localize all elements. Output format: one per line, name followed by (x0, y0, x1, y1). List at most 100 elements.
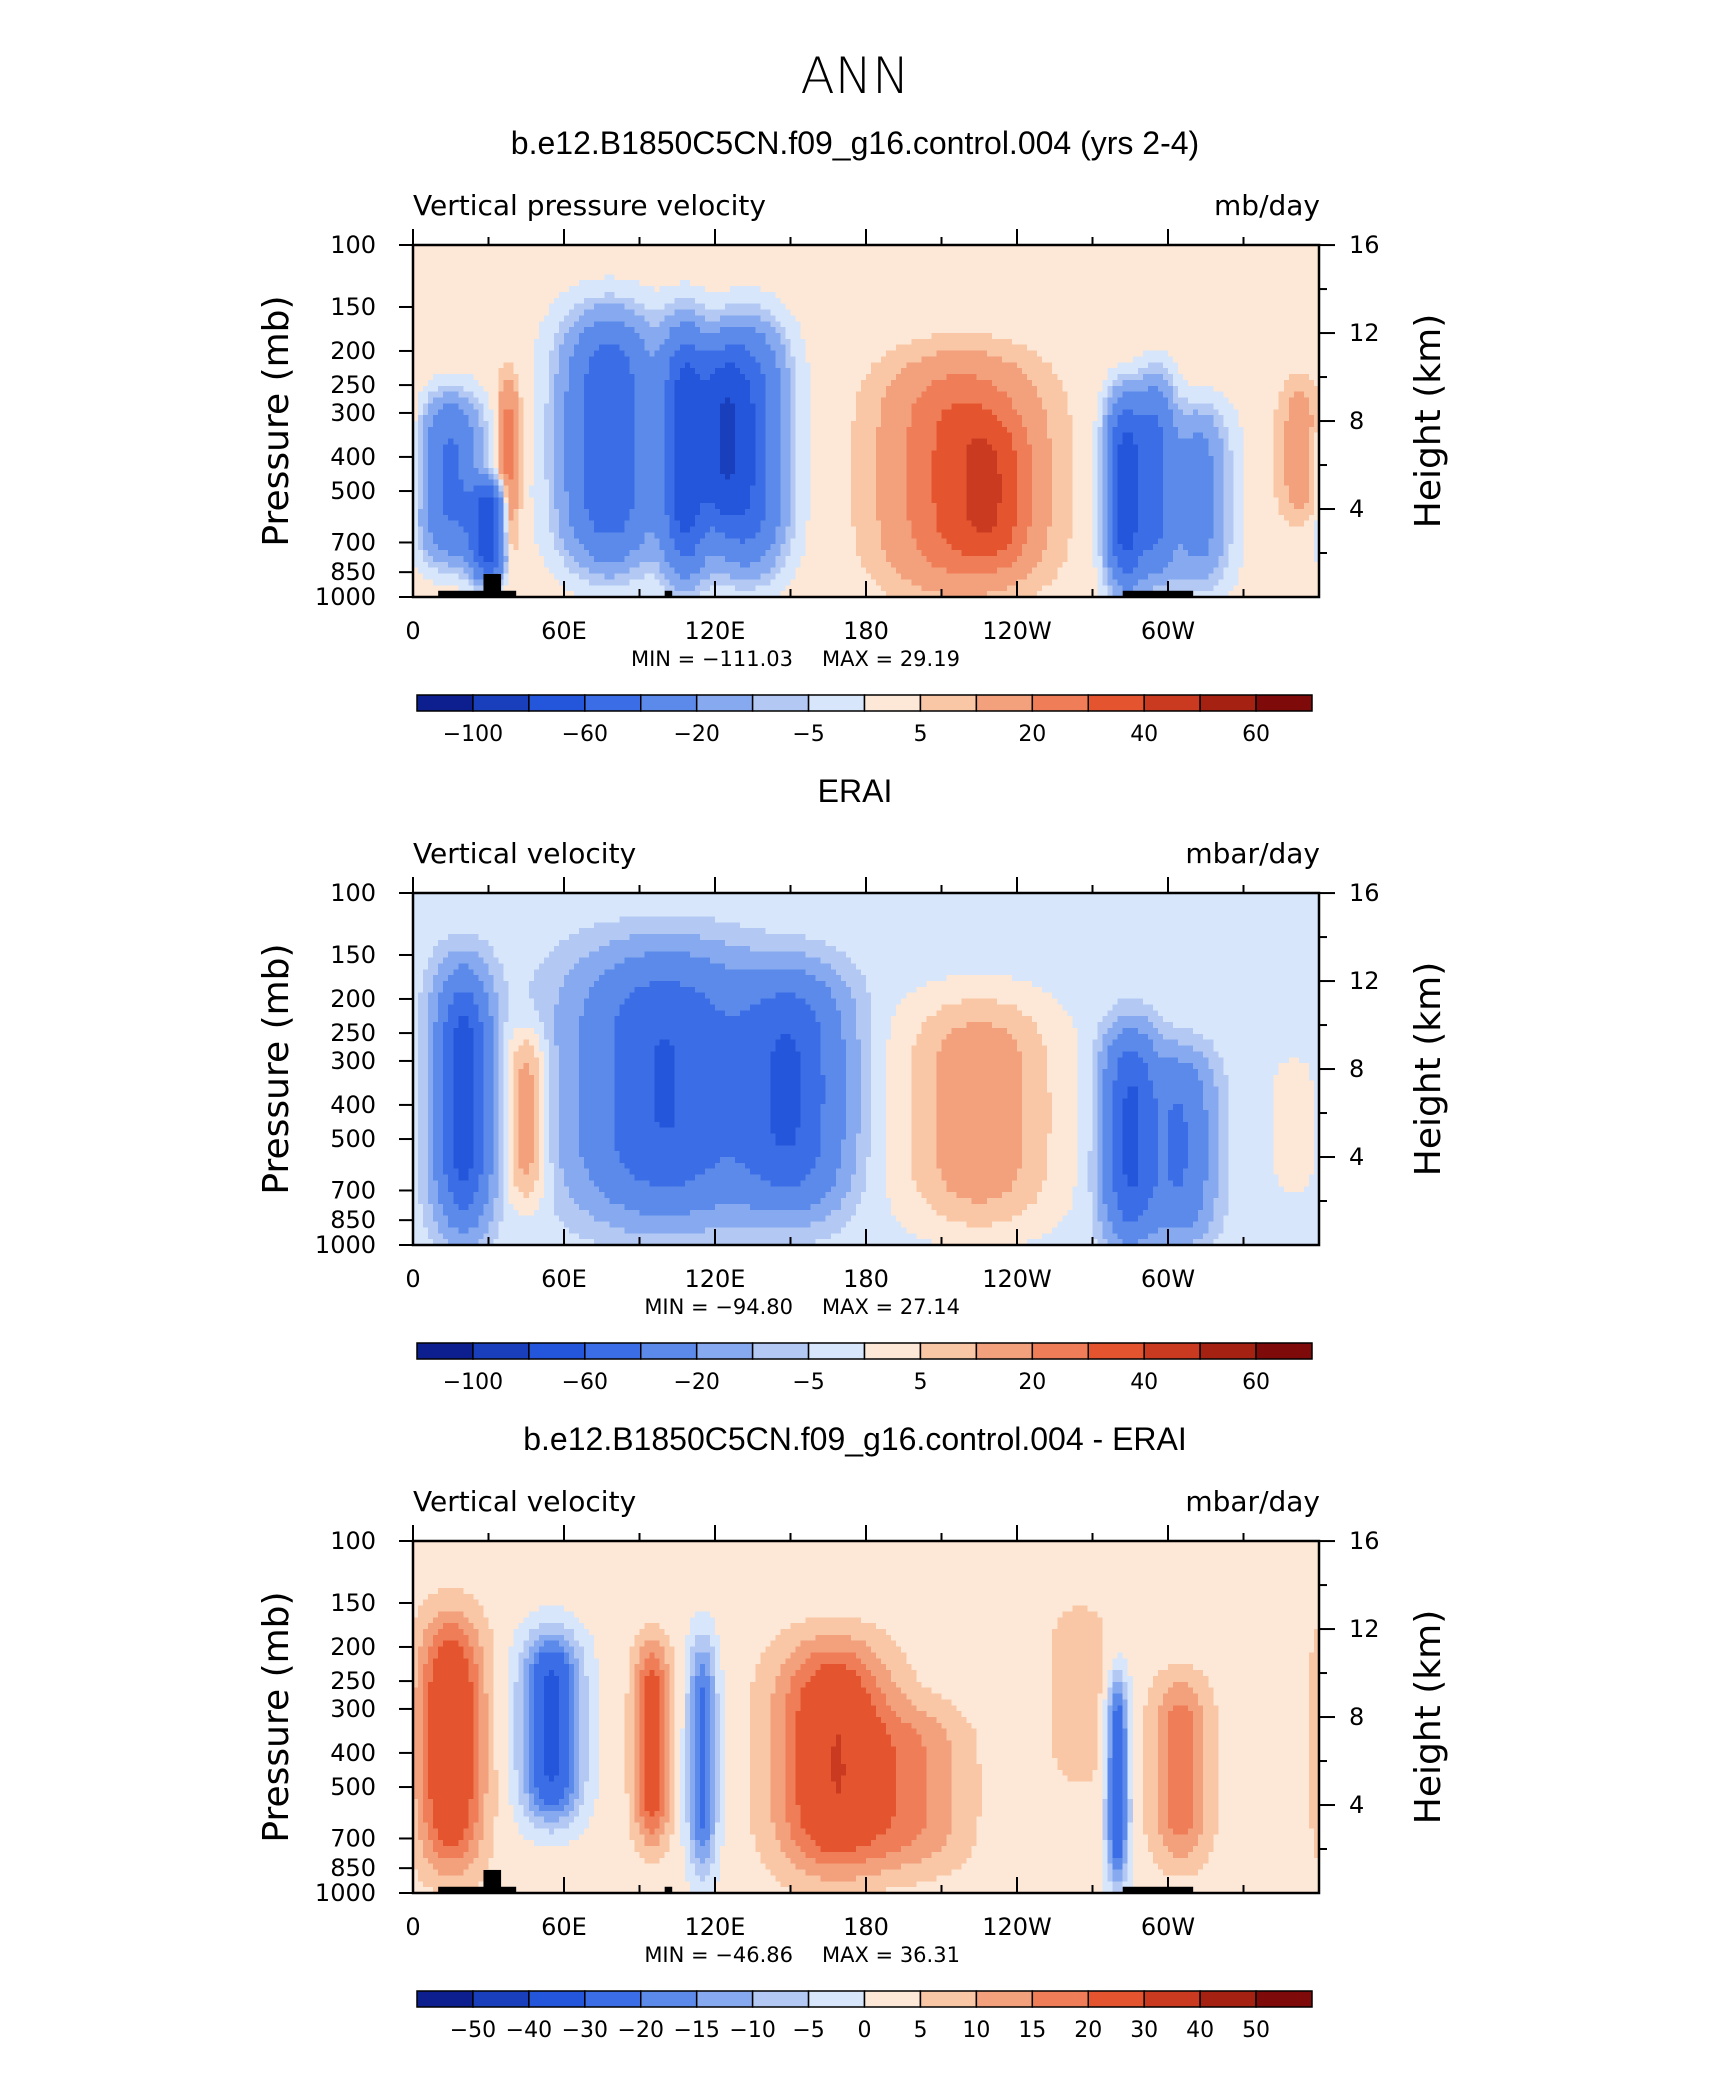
contour-cell (1208, 1057, 1224, 1064)
contour-cell (1137, 1174, 1159, 1182)
contour-cell (558, 514, 570, 522)
contour-cell (1313, 1139, 1320, 1146)
contour-cell (855, 1162, 867, 1170)
panel-title: ERAI (818, 773, 893, 809)
contour-cell (1107, 1010, 1159, 1017)
contour-cell (780, 473, 792, 481)
contour-cell (906, 497, 933, 504)
contour-cell (936, 503, 968, 510)
contour-cell (1168, 397, 1174, 404)
contour-cell (785, 538, 792, 545)
contour-cell (679, 344, 696, 352)
contour-cell (1011, 1215, 1063, 1223)
contour-cell (931, 456, 968, 463)
contour-cell (508, 1004, 535, 1011)
contour-cell (528, 1687, 535, 1695)
contour-cell (1067, 409, 1099, 416)
contour-cell (579, 1098, 615, 1105)
contour-cell (1293, 391, 1305, 399)
contour-cell (1278, 1063, 1310, 1070)
contour-cell (413, 286, 570, 293)
contour-cell (780, 514, 792, 522)
contour-cell (513, 1180, 535, 1187)
contour-cell (689, 1740, 696, 1747)
contour-cell (428, 998, 439, 1006)
contour-cell (1173, 356, 1320, 363)
contour-cell (543, 1133, 550, 1140)
contour-cell (845, 1110, 862, 1117)
colorbar-label: −20 (673, 722, 719, 747)
contour-cell (669, 1705, 676, 1712)
contour-cell (458, 520, 480, 528)
contour-cell (755, 421, 766, 428)
contour-cell (433, 1658, 469, 1665)
contour-cell (659, 1705, 666, 1712)
contour-cell (533, 1658, 540, 1665)
contour-cell (1107, 1687, 1114, 1695)
contour-cell (423, 1640, 434, 1648)
contour-cell (428, 1069, 434, 1076)
contour-cell (533, 1693, 545, 1700)
contour-cell (478, 1186, 490, 1193)
contour-cell (916, 1186, 948, 1193)
contour-cell (679, 520, 696, 528)
contour-cell (423, 426, 429, 434)
contour-cell (1097, 1133, 1104, 1140)
contour-cell (1162, 432, 1179, 440)
contour-cell (518, 520, 535, 528)
contour-cell (1288, 497, 1310, 504)
contour-cell (750, 1687, 776, 1695)
contour-cell (820, 1121, 847, 1129)
contour-cell (513, 1127, 520, 1135)
contour-cell (810, 503, 852, 510)
contour-cell (468, 1634, 480, 1642)
contour-cell (614, 1051, 656, 1058)
contour-cell (951, 403, 983, 410)
contour-cell (473, 1051, 485, 1058)
contour-cell (498, 379, 505, 387)
contour-cell (845, 1051, 862, 1058)
contour-cell (634, 1717, 641, 1724)
contour-cell (704, 1664, 711, 1671)
contour-cell (871, 1074, 887, 1082)
contour-cell (931, 379, 993, 387)
contour-cell (473, 1115, 485, 1123)
contour-cell (1228, 1145, 1275, 1152)
contour-cell (498, 1045, 505, 1052)
contour-cell (1243, 555, 1315, 563)
contour-cell (720, 456, 736, 463)
contour-cell (694, 550, 766, 557)
contour-cell (493, 432, 500, 440)
contour-cell (1032, 473, 1053, 481)
contour-cell (493, 485, 500, 492)
contour-cell (413, 898, 1320, 906)
contour-cell (413, 1670, 419, 1677)
contour-cell (1223, 391, 1280, 399)
contour-cell (543, 1121, 550, 1129)
contour-cell (433, 1074, 444, 1082)
contour-cell (1278, 1174, 1310, 1182)
contour-cell (845, 1133, 857, 1140)
contour-cell (579, 1045, 615, 1052)
contour-cell (1273, 1162, 1315, 1170)
contour-cell (664, 485, 676, 492)
contour-cell (815, 1634, 852, 1642)
contour-cell (941, 532, 1013, 539)
contour-cell (508, 473, 515, 481)
contour-cell (926, 385, 998, 393)
contour-cell (1112, 1734, 1124, 1742)
contour-cell (1218, 1098, 1229, 1105)
contour-cell (579, 1086, 615, 1094)
contour-cell (493, 1057, 500, 1064)
contour-cell (936, 1080, 1023, 1088)
contour-cell (1278, 1069, 1310, 1076)
contour-cell (855, 532, 882, 539)
contour-cell (684, 1675, 691, 1683)
contour-cell (543, 421, 555, 428)
contour-cell (845, 1098, 862, 1105)
contour-cell (1168, 561, 1219, 569)
contour-cell (508, 509, 515, 516)
contour-cell (845, 1039, 862, 1047)
contour-cell (488, 1722, 495, 1730)
contour-cell (533, 1051, 545, 1058)
